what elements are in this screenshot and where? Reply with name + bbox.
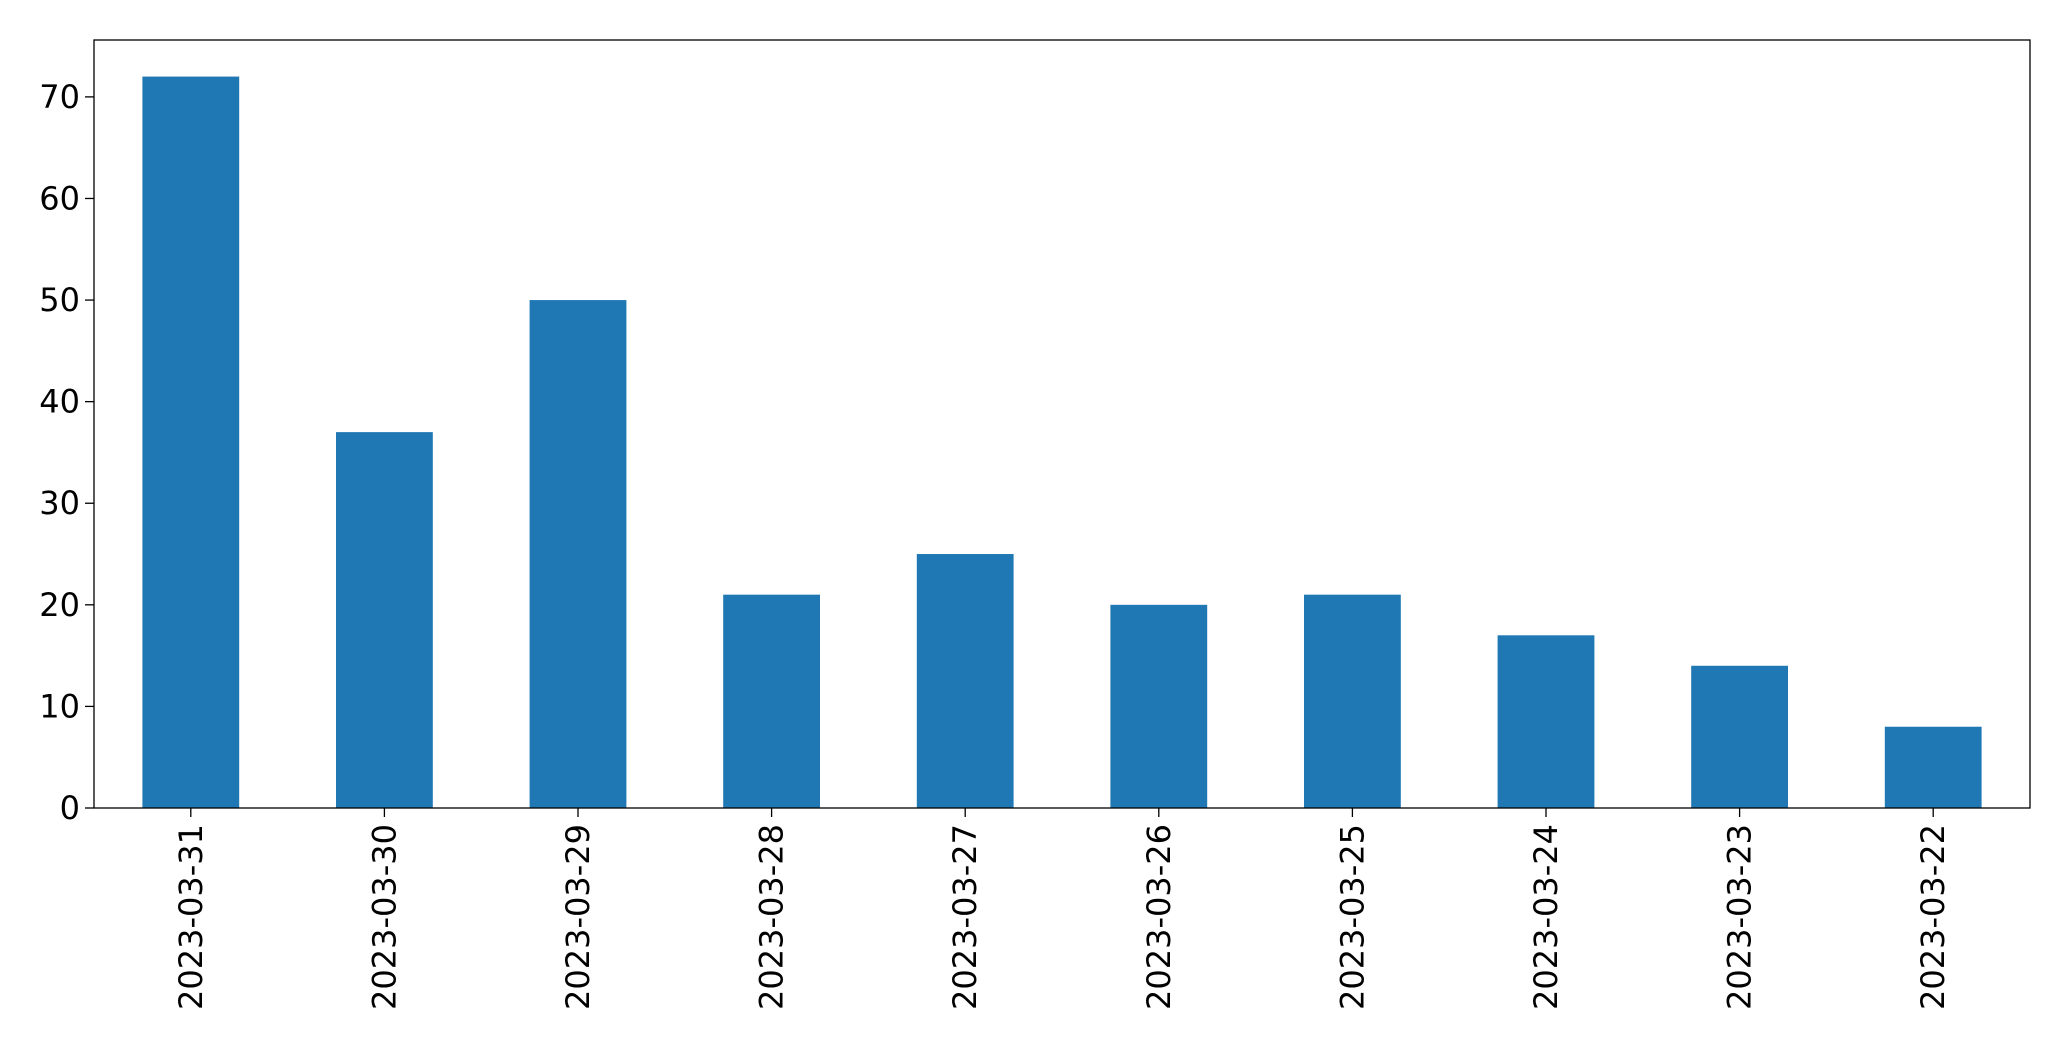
y-tick-label: 70	[39, 78, 80, 116]
y-tick-label: 10	[39, 687, 80, 725]
bar	[529, 300, 627, 808]
y-tick-label: 60	[39, 179, 80, 217]
x-tick-label: 2023-03-28	[753, 824, 791, 1010]
x-tick-label: 2023-03-22	[1914, 824, 1952, 1010]
bar	[723, 594, 820, 808]
y-tick-label: 30	[39, 484, 80, 522]
bar	[1691, 665, 1788, 808]
plot-frame	[93, 39, 2031, 809]
x-tick-label: 2023-03-27	[946, 824, 984, 1010]
x-tick-label: 2023-03-30	[365, 824, 403, 1010]
x-tick-label: 2023-03-31	[172, 824, 210, 1010]
y-tick-label: 50	[39, 281, 80, 319]
x-tick-label: 2023-03-25	[1333, 824, 1371, 1010]
x-tick-label: 2023-03-29	[559, 824, 597, 1010]
bar	[916, 554, 1014, 808]
bar	[142, 76, 240, 809]
bar	[336, 432, 433, 808]
y-tick-label: 40	[39, 383, 80, 421]
y-tick-label: 20	[39, 586, 80, 624]
bar	[1497, 635, 1595, 808]
x-tick-label: 2023-03-26	[1140, 824, 1178, 1010]
y-tick-label: 0	[60, 789, 80, 827]
bar	[1110, 604, 1208, 808]
bar	[1304, 594, 1401, 808]
x-tick-label: 2023-03-24	[1527, 824, 1565, 1010]
x-tick-label: 2023-03-23	[1721, 824, 1759, 1010]
bar	[1884, 726, 1982, 808]
